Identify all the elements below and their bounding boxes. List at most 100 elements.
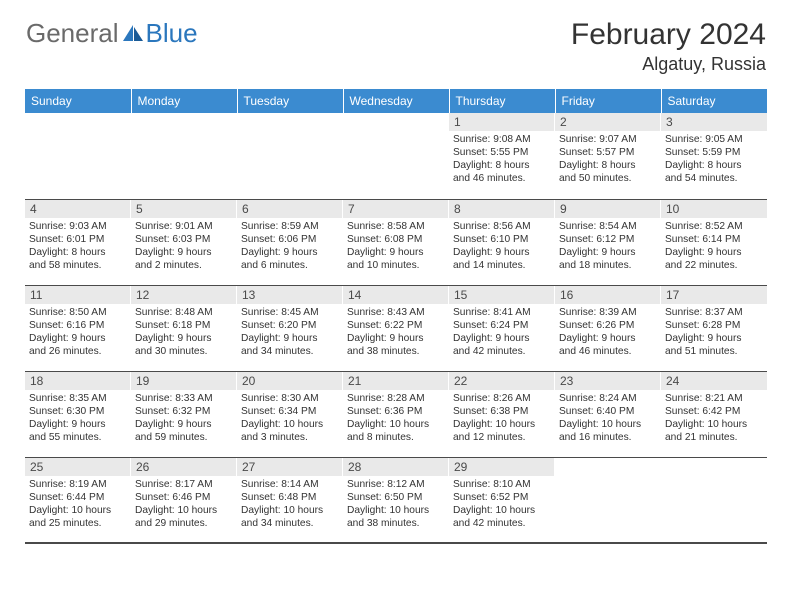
daylight-text-1: Daylight: 9 hours [29,418,127,431]
sunset-text: Sunset: 6:50 PM [347,491,445,504]
day-number-empty [25,113,131,131]
sunset-text: Sunset: 6:20 PM [241,319,339,332]
calendar-day-cell [343,113,449,199]
day-number: 9 [555,200,661,218]
day-details: Sunrise: 8:56 AMSunset: 6:10 PMDaylight:… [449,218,555,276]
daylight-text-2: and 12 minutes. [453,431,551,444]
sunset-text: Sunset: 6:12 PM [559,233,657,246]
day-details: Sunrise: 8:45 AMSunset: 6:20 PMDaylight:… [237,304,343,362]
day-details: Sunrise: 8:17 AMSunset: 6:46 PMDaylight:… [131,476,237,534]
daylight-text-1: Daylight: 10 hours [453,504,551,517]
daylight-text-1: Daylight: 10 hours [453,418,551,431]
sunset-text: Sunset: 6:14 PM [665,233,763,246]
daylight-text-2: and 25 minutes. [29,517,127,530]
brand-logo: General Blue [26,18,198,49]
sunrise-text: Sunrise: 8:50 AM [29,306,127,319]
day-number: 2 [555,113,661,131]
day-details: Sunrise: 8:43 AMSunset: 6:22 PMDaylight:… [343,304,449,362]
daylight-text-2: and 21 minutes. [665,431,763,444]
daylight-text-2: and 29 minutes. [135,517,233,530]
weekday-header: Monday [131,89,237,113]
day-details: Sunrise: 8:21 AMSunset: 6:42 PMDaylight:… [661,390,767,448]
sunset-text: Sunset: 6:38 PM [453,405,551,418]
sunset-text: Sunset: 6:03 PM [135,233,233,246]
sunrise-text: Sunrise: 9:05 AM [665,133,763,146]
day-number: 17 [661,286,767,304]
calendar-day-cell: 12Sunrise: 8:48 AMSunset: 6:18 PMDayligh… [131,285,237,371]
daylight-text-2: and 55 minutes. [29,431,127,444]
calendar-day-cell: 13Sunrise: 8:45 AMSunset: 6:20 PMDayligh… [237,285,343,371]
daylight-text-2: and 50 minutes. [559,172,657,185]
sunrise-text: Sunrise: 8:21 AM [665,392,763,405]
sunrise-text: Sunrise: 8:45 AM [241,306,339,319]
daylight-text-1: Daylight: 10 hours [241,504,339,517]
day-number: 10 [661,200,767,218]
sunset-text: Sunset: 6:44 PM [29,491,127,504]
calendar-day-cell: 10Sunrise: 8:52 AMSunset: 6:14 PMDayligh… [661,199,767,285]
daylight-text-1: Daylight: 9 hours [453,332,551,345]
sunset-text: Sunset: 6:52 PM [453,491,551,504]
calendar-day-cell: 7Sunrise: 8:58 AMSunset: 6:08 PMDaylight… [343,199,449,285]
sunrise-text: Sunrise: 8:56 AM [453,220,551,233]
title-block: February 2024 Algatuy, Russia [571,18,766,75]
day-number: 27 [237,458,343,476]
brand-general: General [26,18,119,49]
calendar-day-cell: 22Sunrise: 8:26 AMSunset: 6:38 PMDayligh… [449,371,555,457]
month-title: February 2024 [571,18,766,52]
daylight-text-2: and 46 minutes. [559,345,657,358]
sunset-text: Sunset: 6:16 PM [29,319,127,332]
daylight-text-1: Daylight: 9 hours [665,246,763,259]
sunrise-text: Sunrise: 8:39 AM [559,306,657,319]
day-details: Sunrise: 9:07 AMSunset: 5:57 PMDaylight:… [555,131,661,189]
sunset-text: Sunset: 6:24 PM [453,319,551,332]
day-number-empty [343,113,449,131]
daylight-text-2: and 42 minutes. [453,345,551,358]
calendar-day-cell: 24Sunrise: 8:21 AMSunset: 6:42 PMDayligh… [661,371,767,457]
calendar-week-row: 11 Sunrise: 8:50 AMSunset: 6:16 PM Dayligh… [25,285,767,371]
day-number: 11 [25,286,131,304]
day-details: Sunrise: 8:24 AMSunset: 6:40 PMDaylight:… [555,390,661,448]
daylight-text-2: and 30 minutes. [135,345,233,358]
calendar-day-cell: 28Sunrise: 8:12 AMSunset: 6:50 PMDayligh… [343,457,449,543]
calendar-day-cell: 18Sunrise: 8:35 AMSunset: 6:30 PMDayligh… [25,371,131,457]
calendar-day-cell: 14Sunrise: 8:43 AMSunset: 6:22 PMDayligh… [343,285,449,371]
day-details: Sunrise: 8:59 AMSunset: 6:06 PMDaylight:… [237,218,343,276]
day-number: 24 [661,372,767,390]
daylight-text-1: Daylight: 9 hours [241,332,339,345]
daylight-text-2: and 8 minutes. [347,431,445,444]
day-number: 21 [343,372,449,390]
weekday-header-row: Sunday Monday Tuesday Wednesday Thursday… [25,89,767,113]
daylight-text-2: and 6 minutes. [241,259,339,272]
sunrise-text: Sunrise: 9:08 AM [453,133,551,146]
day-details: Sunrise: 8:39 AMSunset: 6:26 PMDaylight:… [555,304,661,362]
day-details: Sunrise: 8:14 AMSunset: 6:48 PMDaylight:… [237,476,343,534]
day-number: 22 [449,372,555,390]
daylight-text-1: Daylight: 9 hours [665,332,763,345]
sunset-text: Sunset: 6:36 PM [347,405,445,418]
calendar-day-cell: 25Sunrise: 8:19 AMSunset: 6:44 PMDayligh… [25,457,131,543]
day-number: 16 [555,286,661,304]
sunrise-text: Sunrise: 8:59 AM [241,220,339,233]
calendar-day-cell: 27Sunrise: 8:14 AMSunset: 6:48 PMDayligh… [237,457,343,543]
sunset-text: Sunset: 6:10 PM [453,233,551,246]
day-details: Sunrise: 9:03 AMSunset: 6:01 PMDaylight:… [25,218,131,276]
sunrise-text: Sunrise: 8:43 AM [347,306,445,319]
calendar-day-cell: 2Sunrise: 9:07 AMSunset: 5:57 PMDaylight… [555,113,661,199]
day-details: Sunrise: 9:01 AMSunset: 6:03 PMDaylight:… [131,218,237,276]
sunrise-text: Sunrise: 8:28 AM [347,392,445,405]
day-number: 15 [449,286,555,304]
day-number: 23 [555,372,661,390]
weekday-header: Saturday [661,89,767,113]
day-details: Sunrise: 8:28 AMSunset: 6:36 PMDaylight:… [343,390,449,448]
calendar-week-row: 18Sunrise: 8:35 AMSunset: 6:30 PMDayligh… [25,371,767,457]
sunrise-text: Sunrise: 8:35 AM [29,392,127,405]
day-number: 8 [449,200,555,218]
calendar-day-cell [25,113,131,199]
day-details: Sunrise: 8:33 AMSunset: 6:32 PMDaylight:… [131,390,237,448]
day-number: 26 [131,458,237,476]
daylight-text-2: and 26 minutes. [29,345,127,358]
daylight-text-1: Daylight: 10 hours [347,504,445,517]
weekday-header: Friday [555,89,661,113]
day-details: Sunrise: 8:12 AMSunset: 6:50 PMDaylight:… [343,476,449,534]
weekday-header: Tuesday [237,89,343,113]
